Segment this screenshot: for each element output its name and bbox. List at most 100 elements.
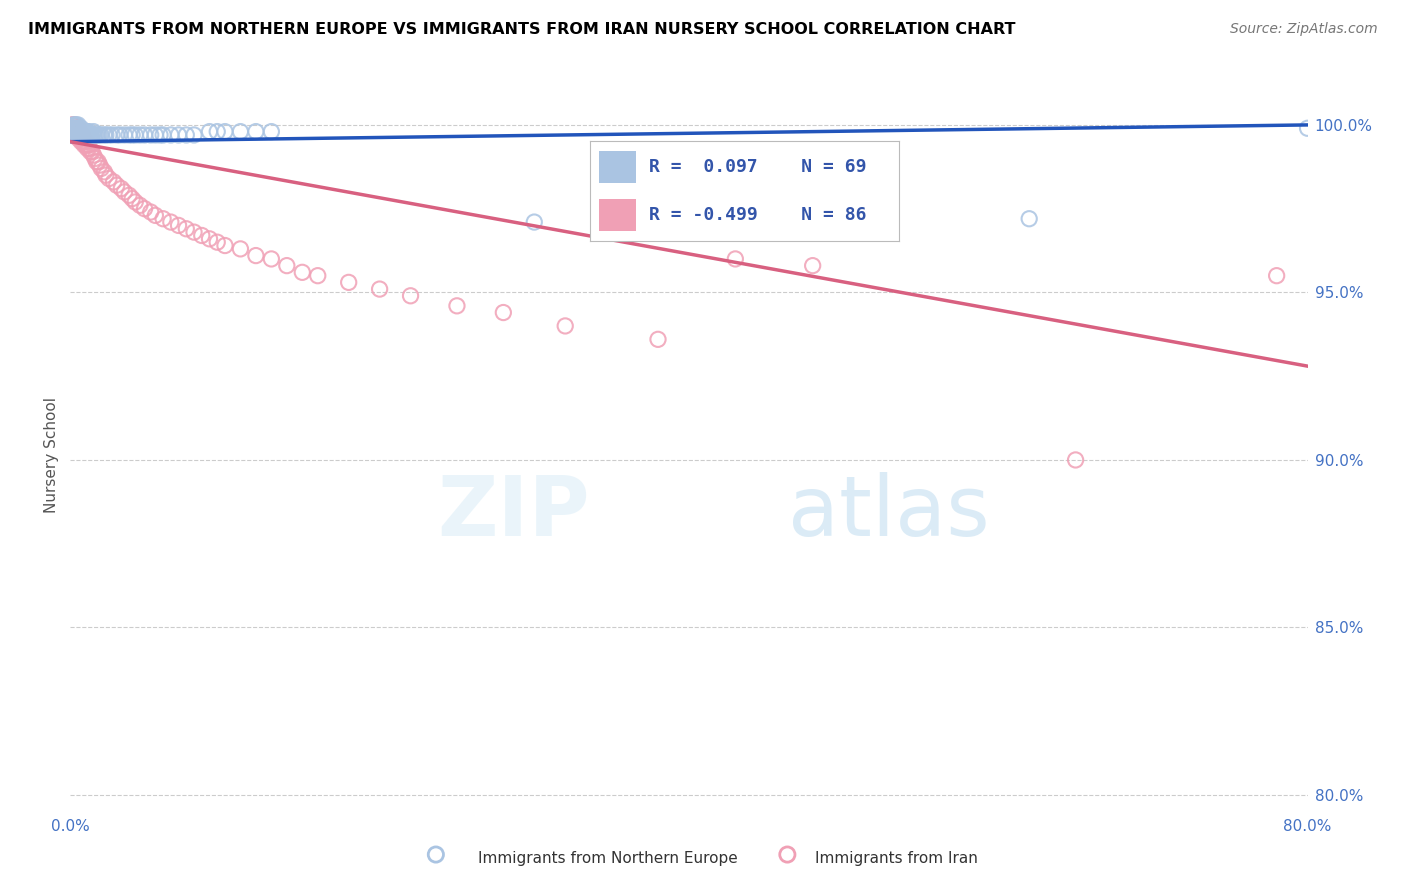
Text: Immigrants from Iran: Immigrants from Iran [815,851,979,865]
Point [70,128,93,142]
Point [72,128,94,142]
Point [65,121,87,136]
Point [183,128,205,142]
Point [121,192,143,206]
Point [82,148,105,162]
Point [77,138,100,153]
Point [69,131,91,145]
Point [276,259,298,273]
Point [94,168,117,182]
Point [63,125,86,139]
Point [62,118,84,132]
Point [118,128,141,142]
Point [65,128,87,142]
Point [67,125,90,139]
Text: atlas: atlas [787,472,990,552]
Point [114,185,135,199]
Point [160,128,183,142]
Point [145,128,166,142]
Point [70,131,93,145]
Point [446,299,468,313]
Point [76,138,98,153]
Point [79,128,101,142]
Point [134,202,156,216]
Point [129,128,152,142]
Point [79,145,101,159]
Point [65,118,87,132]
Point [214,125,236,139]
Point [121,128,143,142]
Point [73,135,96,149]
Point [139,205,162,219]
Point [63,118,86,132]
Point [191,228,214,243]
Point [776,847,799,862]
Point [337,276,360,290]
Point [245,249,267,263]
Text: ZIP: ZIP [437,472,591,552]
Point [245,125,267,139]
Point [69,125,91,139]
Point [214,238,236,252]
Point [60,125,83,139]
Point [69,125,91,139]
Point [84,128,107,142]
Point [69,121,91,136]
Point [98,171,120,186]
Point [105,128,128,142]
Point [82,128,105,142]
Point [174,128,197,142]
Point [65,125,87,139]
Point [63,118,86,132]
Point [87,128,110,142]
Point [260,252,283,266]
Point [77,125,100,139]
Point [1296,121,1319,136]
Point [207,235,229,250]
Point [60,118,83,132]
Point [129,198,152,212]
Point [62,121,84,136]
Point [67,121,90,136]
Point [124,128,146,142]
Point [98,128,120,142]
Point [90,128,112,142]
Point [103,175,125,189]
Point [75,135,97,149]
Point [89,158,111,172]
Point [149,128,172,142]
Point [65,125,87,139]
Point [399,289,422,303]
Point [67,131,90,145]
Point [65,128,87,142]
Point [62,121,84,136]
Point [63,121,86,136]
Point [67,128,90,142]
Point [70,135,93,149]
Point [160,215,183,229]
Y-axis label: Nursery School: Nursery School [44,397,59,513]
Point [492,305,515,319]
Point [73,138,96,153]
Point [63,125,86,139]
Point [183,225,205,239]
Point [72,125,94,139]
Point [60,121,83,136]
Point [90,161,112,176]
Point [82,125,105,139]
Point [724,252,747,266]
Point [65,121,87,136]
Point [63,121,86,136]
Point [80,128,103,142]
Point [174,221,197,235]
Point [75,128,97,142]
Point [70,128,93,142]
Point [62,121,84,136]
Point [80,145,103,159]
Point [67,125,90,139]
Point [198,232,221,246]
Point [554,318,576,333]
Point [134,128,156,142]
Point [86,128,108,142]
Point [152,128,174,142]
